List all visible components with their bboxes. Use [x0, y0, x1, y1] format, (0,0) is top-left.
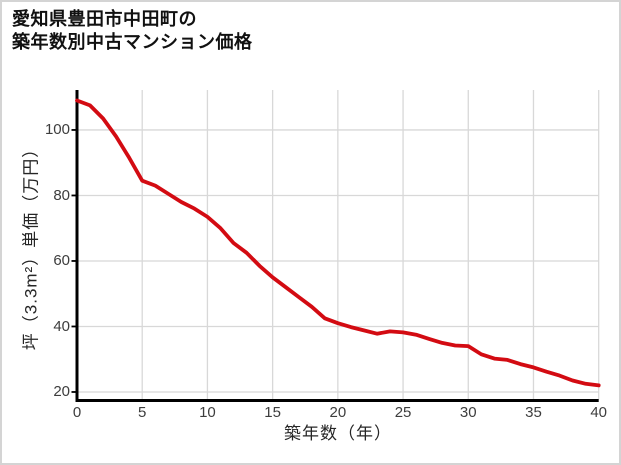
x-tick-label: 25: [394, 404, 412, 421]
x-axis-title: 築年数（年）: [284, 424, 392, 443]
y-tick-label: 20: [53, 383, 70, 401]
x-tick-label: 15: [264, 404, 281, 421]
x-tick-label: 30: [459, 404, 477, 421]
chart-title-line-1: 愛知県豊田市中田町の: [12, 9, 197, 29]
x-tick-label: 5: [138, 404, 147, 421]
x-tick-label: 0: [72, 404, 82, 421]
y-axis-title: 坪（3.3m²）単価（万円）: [21, 139, 41, 351]
x-tick-label: 10: [199, 404, 216, 421]
chart-title: 愛知県豊田市中田町の 築年数別中古マンション価格: [12, 8, 253, 54]
price-line: [75, 98, 601, 388]
chart-title-line-2: 築年数別中古マンション価格: [12, 32, 253, 52]
y-tick-label: 40: [53, 317, 70, 335]
x-tick-label: 20: [329, 404, 347, 421]
x-tick-label: 40: [590, 404, 608, 421]
y-tick-label: 100: [44, 121, 70, 139]
x-tick-label: 35: [525, 404, 542, 421]
y-tick-label: 80: [53, 186, 70, 204]
y-tick-label: 60: [53, 252, 70, 270]
